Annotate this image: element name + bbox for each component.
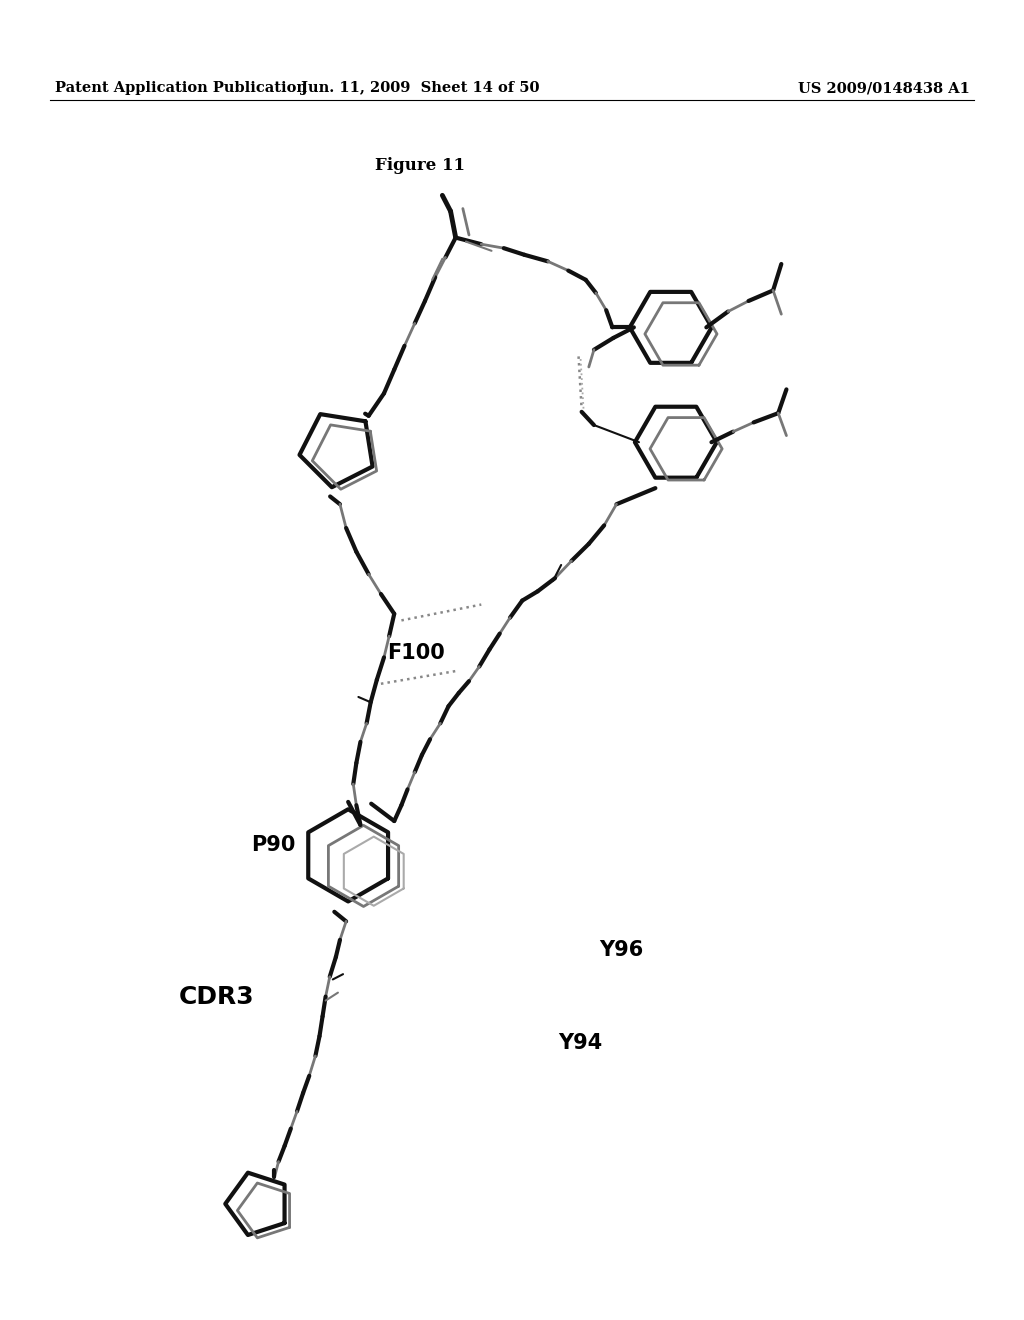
Text: Y96: Y96 (599, 940, 643, 961)
Text: P90: P90 (251, 834, 295, 855)
Text: Figure 11: Figure 11 (375, 157, 465, 173)
Text: Patent Application Publication: Patent Application Publication (55, 81, 307, 95)
Text: CDR3: CDR3 (179, 985, 255, 1008)
Text: Jun. 11, 2009  Sheet 14 of 50: Jun. 11, 2009 Sheet 14 of 50 (301, 81, 540, 95)
Text: US 2009/0148438 A1: US 2009/0148438 A1 (798, 81, 970, 95)
Text: Y94: Y94 (558, 1032, 602, 1053)
Text: F100: F100 (387, 643, 444, 664)
